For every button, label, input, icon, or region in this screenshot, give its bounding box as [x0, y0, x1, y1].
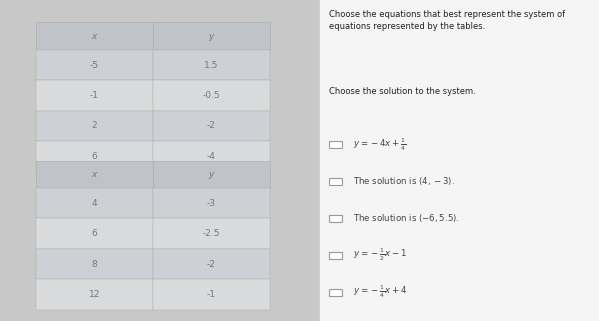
Bar	[153, 80, 270, 111]
Text: 4: 4	[92, 198, 97, 208]
Text: 12: 12	[89, 290, 100, 299]
Text: -5: -5	[90, 60, 99, 70]
Bar	[36, 160, 153, 188]
Text: $y=-\frac{1}{4}x+4$: $y=-\frac{1}{4}x+4$	[353, 284, 407, 300]
Bar	[36, 22, 153, 50]
Text: -2.5: -2.5	[202, 229, 220, 238]
Text: 6: 6	[92, 152, 97, 161]
Bar	[153, 279, 270, 310]
Text: -2: -2	[207, 121, 216, 131]
Bar	[153, 141, 270, 172]
Bar	[320, 0, 599, 321]
Text: x: x	[92, 169, 97, 179]
Text: Choose the equations that best represent the system of
equations represented by : Choose the equations that best represent…	[329, 10, 565, 31]
Text: -1: -1	[90, 91, 99, 100]
Text: -1: -1	[207, 290, 216, 299]
Text: -2: -2	[207, 259, 216, 269]
Bar	[153, 249, 270, 279]
Bar	[153, 218, 270, 249]
Text: y: y	[208, 31, 214, 41]
Bar	[36, 279, 153, 310]
Text: -3: -3	[207, 198, 216, 208]
Text: -4: -4	[207, 152, 216, 161]
Bar	[153, 188, 270, 218]
Text: The solution is $(-6, 5.5)$.: The solution is $(-6, 5.5)$.	[353, 212, 459, 224]
Bar	[36, 218, 153, 249]
Text: 1.5: 1.5	[204, 60, 218, 70]
Bar	[329, 215, 342, 222]
Text: x: x	[92, 31, 97, 41]
Bar	[329, 178, 342, 185]
Bar	[36, 80, 153, 111]
Bar	[329, 141, 342, 148]
Text: Choose the solution to the system.: Choose the solution to the system.	[329, 87, 476, 96]
Bar	[36, 141, 153, 172]
Text: $y=-4x+\frac{1}{4}$: $y=-4x+\frac{1}{4}$	[353, 136, 406, 153]
Bar	[153, 160, 270, 188]
Text: $y=-\frac{1}{2}x-1$: $y=-\frac{1}{2}x-1$	[353, 247, 407, 264]
Bar	[153, 22, 270, 50]
Bar	[36, 111, 153, 141]
Bar	[153, 111, 270, 141]
Bar	[36, 249, 153, 279]
Text: y: y	[208, 169, 214, 179]
Bar	[329, 252, 342, 259]
Bar	[36, 188, 153, 218]
Bar	[153, 50, 270, 80]
Bar	[36, 50, 153, 80]
Text: 6: 6	[92, 229, 97, 238]
Text: 2: 2	[92, 121, 97, 131]
Text: 8: 8	[92, 259, 97, 269]
Bar	[329, 289, 342, 296]
Text: The solution is $(4,-3)$.: The solution is $(4,-3)$.	[353, 175, 455, 187]
Text: -0.5: -0.5	[202, 91, 220, 100]
